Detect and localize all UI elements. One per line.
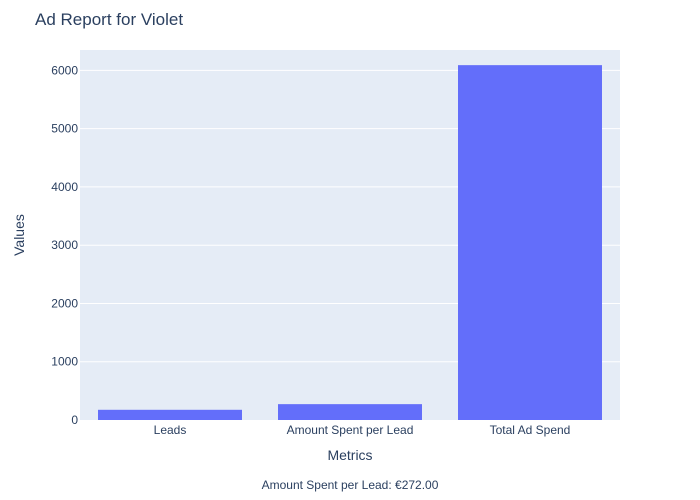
chart-annotation: Amount Spent per Lead: €272.00 xyxy=(262,478,439,492)
y-tick-label: 0 xyxy=(71,413,78,427)
y-tick-label: 6000 xyxy=(51,63,78,77)
y-tick-label: 1000 xyxy=(51,355,78,369)
chart-title: Ad Report for Violet xyxy=(35,10,183,29)
x-tick-label: Leads xyxy=(154,423,187,437)
y-axis-title: Values xyxy=(11,214,27,256)
bars xyxy=(98,65,602,421)
bar-total-ad-spend xyxy=(458,65,602,421)
x-tick-label: Amount Spent per Lead xyxy=(287,423,414,437)
x-tick-label: Total Ad Spend xyxy=(490,423,571,437)
y-tick-label: 2000 xyxy=(51,296,78,310)
y-tick-label: 3000 xyxy=(51,238,78,252)
y-tick-label: 5000 xyxy=(51,122,78,136)
x-axis-title: Metrics xyxy=(327,447,372,463)
bar-amount-spent-per-lead xyxy=(278,404,422,420)
y-tick-label: 4000 xyxy=(51,180,78,194)
y-axis-ticks: 0 1000 2000 3000 4000 5000 6000 xyxy=(51,63,78,427)
x-axis-ticks: Leads Amount Spent per Lead Total Ad Spend xyxy=(154,423,571,437)
bar-leads xyxy=(98,409,242,420)
